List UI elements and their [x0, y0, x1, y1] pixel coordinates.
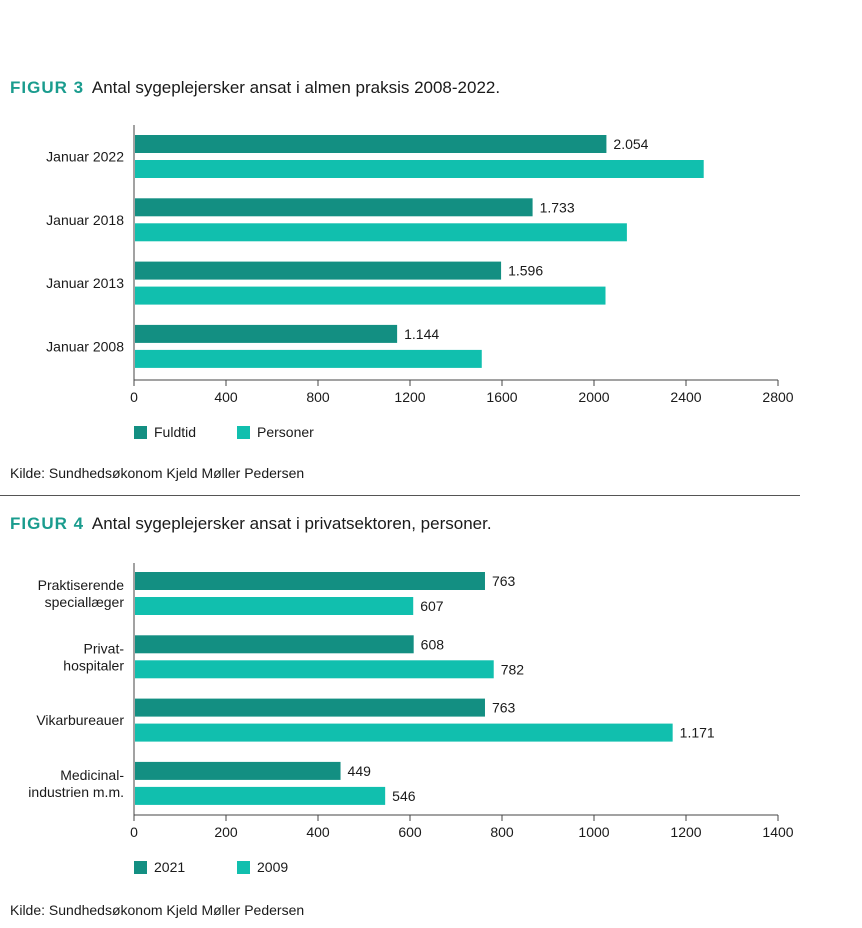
x-tick-label: 1600	[486, 389, 517, 405]
x-tick-label: 1000	[578, 824, 609, 840]
bar-2021	[135, 635, 414, 654]
category-label: Januar 2022	[46, 149, 124, 165]
category-label: Januar 2013	[46, 275, 124, 291]
data-label: 1.596	[508, 263, 543, 279]
x-tick-label: 0	[130, 389, 138, 405]
bar-personer	[135, 160, 704, 178]
category-label: Medicinal-	[60, 767, 124, 783]
legend-label: Personer	[257, 424, 314, 440]
bar-personer	[135, 349, 482, 368]
bar-2021	[135, 572, 485, 590]
bar-2009	[135, 660, 494, 679]
x-tick-label: 0	[130, 824, 138, 840]
category-label: speciallæger	[45, 594, 125, 610]
figure4-chart: 0 200 400 600 800 1000 1200 1400 Praktiserendesp…	[28, 563, 794, 875]
bar-personer	[135, 223, 627, 242]
bar-2009	[135, 597, 414, 615]
x-tick-label: 2400	[670, 389, 701, 405]
data-label: 2.054	[613, 136, 648, 152]
figure4-label: FIGUR 4	[10, 514, 85, 533]
x-tick-label: 400	[306, 824, 330, 840]
figure4-title: FIGUR 4 Antal sygeplejersker ansat i pri…	[10, 514, 492, 534]
figure3-chart: 0 400 800 1200 1600 2000 2400 2800 Januar 2022 2.…	[46, 125, 794, 440]
figure3-title: FIGUR 3 Antal sygeplejersker ansat i alm…	[10, 78, 500, 98]
bar-2021	[135, 698, 485, 717]
figure4-source: Kilde: Sundhedsøkonom Kjeld Møller Peder…	[10, 902, 305, 918]
bar-2009	[135, 723, 673, 742]
bar-2021	[135, 761, 341, 780]
category-label: industrien m.m.	[28, 784, 124, 800]
data-label: 763	[492, 700, 516, 716]
x-tick-label: 2000	[578, 389, 609, 405]
data-label: 782	[501, 661, 525, 677]
data-label: 607	[420, 598, 444, 614]
figure3-title-text: Antal sygeplejersker ansat i almen praks…	[91, 78, 501, 97]
data-label: 1.733	[540, 199, 575, 215]
x-tick-label: 1200	[670, 824, 701, 840]
data-label: 1.171	[680, 725, 715, 741]
bar-fuldtid	[135, 324, 398, 343]
bar-personer	[135, 286, 606, 305]
bar-fuldtid	[135, 261, 502, 280]
x-tick-label: 1400	[762, 824, 793, 840]
x-tick-label: 2800	[762, 389, 793, 405]
figure4-title-text: Antal sygeplejersker ansat i privatsekto…	[91, 514, 492, 533]
category-label: Vikarbureauer	[36, 712, 124, 728]
category-label: Januar 2018	[46, 212, 124, 228]
x-tick-label: 400	[214, 389, 238, 405]
legend-label: 2021	[154, 859, 185, 875]
x-tick-label: 800	[306, 389, 330, 405]
x-tick-label: 200	[214, 824, 238, 840]
legend-label: 2009	[257, 859, 288, 875]
legend-swatch	[237, 861, 250, 874]
data-label: 608	[421, 636, 445, 652]
category-label: Privat-	[84, 640, 125, 656]
data-label: 546	[392, 788, 416, 804]
x-tick-label: 800	[490, 824, 514, 840]
legend-label: Fuldtid	[154, 424, 196, 440]
data-label: 449	[348, 763, 372, 779]
figure3-source: Kilde: Sundhedsøkonom Kjeld Møller Peder…	[10, 465, 305, 481]
x-tick-label: 600	[398, 824, 422, 840]
figure-divider	[0, 495, 800, 496]
bar-2009	[135, 786, 386, 805]
legend-swatch	[134, 861, 147, 874]
legend-swatch	[134, 426, 147, 439]
x-tick-label: 1200	[394, 389, 425, 405]
bar-fuldtid	[135, 135, 607, 153]
category-label: Praktiserende	[38, 577, 125, 593]
category-label: hospitaler	[63, 657, 124, 673]
data-label: 763	[492, 573, 516, 589]
figure3-label: FIGUR 3	[10, 78, 85, 97]
category-label: Januar 2008	[46, 338, 124, 354]
data-label: 1.144	[404, 326, 439, 342]
bar-fuldtid	[135, 198, 533, 217]
legend-swatch	[237, 426, 250, 439]
